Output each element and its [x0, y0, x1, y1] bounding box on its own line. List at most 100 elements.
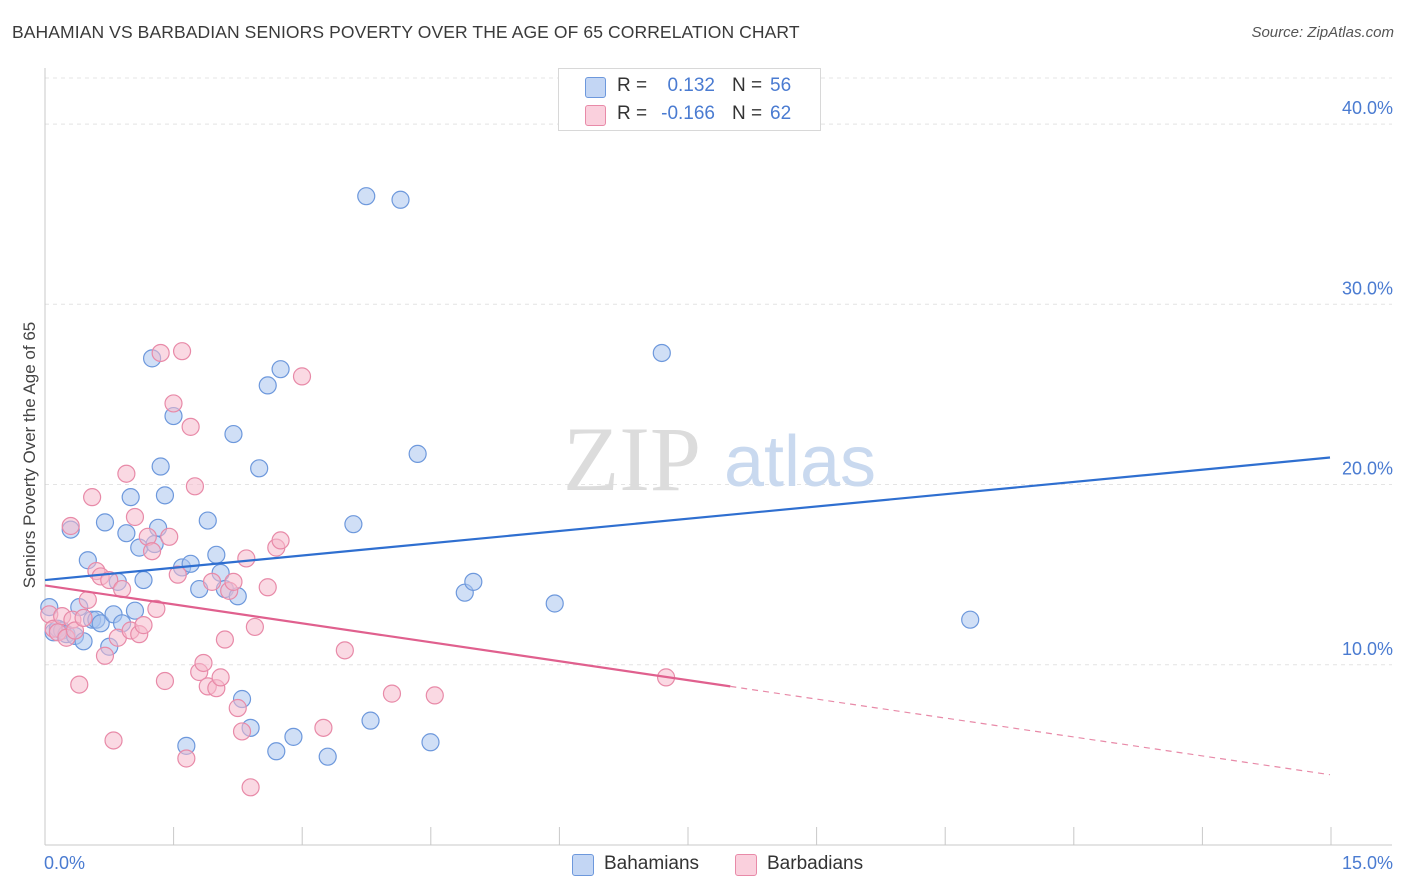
legend-row-barbadians: R = -0.166 N = 62: [559, 101, 820, 129]
point-barbadians: [134, 616, 153, 635]
legend-r-key: R =: [617, 75, 648, 96]
point-bahamians: [134, 570, 153, 590]
series-label-barbadians: Barbadians: [767, 853, 864, 874]
point-barbadians: [382, 684, 402, 703]
point-bahamians: [151, 457, 170, 476]
legend-r-key: R =: [617, 103, 648, 124]
series-legend: Bahamians Barbadians: [0, 852, 1406, 878]
point-bahamians: [258, 376, 277, 395]
point-barbadians: [125, 507, 145, 527]
point-barbadians: [237, 549, 256, 568]
trend-line-barbadians: [44, 584, 731, 688]
point-barbadians: [181, 417, 200, 436]
point-bahamians: [464, 572, 483, 591]
point-bahamians: [121, 488, 140, 507]
point-barbadians: [151, 343, 170, 363]
watermark: ZIP atlas: [563, 408, 876, 510]
point-barbadians: [147, 599, 166, 618]
point-barbadians: [117, 464, 136, 483]
point-bahamians: [95, 513, 115, 532]
point-bahamians: [155, 486, 175, 505]
point-barbadians: [194, 653, 213, 673]
point-barbadians: [271, 531, 290, 550]
point-barbadians: [185, 477, 205, 496]
watermark-zip: ZIP: [563, 408, 701, 510]
point-barbadians: [292, 367, 312, 386]
legend-n-key: N =: [732, 103, 763, 124]
point-barbadians: [95, 646, 115, 665]
chart-title: BAHAMIAN VS BARBADIAN SENIORS POVERTY OV…: [12, 22, 800, 42]
legend-n-value: 56: [770, 75, 792, 96]
x-tick-label: 15.0%: [1342, 853, 1393, 873]
point-barbadians: [172, 342, 192, 361]
point-bahamians: [284, 727, 303, 746]
legend-swatch-barbadians: [585, 105, 606, 126]
point-bahamians: [961, 610, 980, 629]
point-bahamians: [421, 733, 440, 752]
point-bahamians: [357, 187, 376, 206]
point-barbadians: [155, 671, 175, 691]
point-barbadians: [104, 731, 123, 750]
point-bahamians: [207, 545, 226, 564]
y-tick-label: 10.0%: [1342, 639, 1393, 659]
legend-row-bahamians: R = 0.132 N = 56: [559, 73, 820, 101]
point-barbadians: [245, 617, 264, 637]
point-bahamians: [344, 515, 363, 534]
point-barbadians: [83, 488, 102, 507]
point-bahamians: [391, 190, 410, 209]
y-tick-label: 20.0%: [1342, 459, 1393, 479]
point-barbadians: [211, 668, 230, 687]
series-swatch-bahamians: [572, 854, 594, 876]
point-barbadians: [232, 722, 252, 741]
point-barbadians: [258, 578, 277, 597]
legend-swatch-bahamians: [585, 77, 606, 98]
point-bahamians: [652, 343, 671, 363]
tick-labels: 10.0% 20.0% 30.0% 40.0% 0.0% 15.0%: [44, 98, 1393, 873]
point-barbadians: [65, 621, 85, 640]
point-barbadians: [228, 698, 247, 718]
point-barbadians: [100, 570, 119, 590]
point-bahamians: [224, 424, 243, 444]
trend-line-bahamians: [44, 456, 1331, 582]
data-points: [40, 187, 980, 797]
legend-n-key: N =: [732, 75, 763, 96]
point-barbadians: [335, 641, 354, 660]
legend-r-value: -0.166: [661, 103, 715, 124]
point-bahamians: [361, 711, 380, 730]
point-barbadians: [160, 527, 179, 546]
point-barbadians: [215, 630, 234, 649]
point-barbadians: [202, 572, 222, 591]
correlation-legend: R = 0.132 N = 56 R = -0.166 N = 62: [558, 68, 821, 131]
gridlines: [45, 77, 1392, 666]
series-swatch-barbadians: [735, 854, 757, 876]
point-bahamians: [250, 459, 269, 478]
legend-r-value: 0.132: [667, 75, 715, 96]
point-barbadians: [74, 608, 93, 628]
point-bahamians: [267, 742, 286, 761]
point-barbadians: [164, 394, 183, 413]
trend-lines: [44, 456, 1331, 776]
series-label-bahamians: Bahamians: [604, 853, 700, 874]
point-bahamians: [198, 511, 217, 530]
point-barbadians: [314, 718, 333, 737]
point-barbadians: [177, 749, 196, 768]
point-bahamians: [181, 554, 200, 573]
point-barbadians: [142, 542, 162, 561]
point-bahamians: [271, 360, 290, 379]
point-bahamians: [318, 747, 337, 766]
point-barbadians: [70, 675, 89, 694]
watermark-atlas: atlas: [724, 422, 876, 502]
source-label: Source: ZipAtlas.com: [1251, 24, 1394, 41]
point-barbadians: [224, 572, 243, 591]
point-bahamians: [91, 614, 110, 633]
point-barbadians: [78, 590, 97, 609]
axes: [44, 68, 1392, 846]
point-bahamians: [117, 524, 136, 543]
y-tick-label: 30.0%: [1342, 278, 1393, 298]
trend-line-extension-barbadians: [730, 685, 1331, 776]
legend-n-value: 62: [770, 103, 792, 124]
point-bahamians: [408, 444, 427, 463]
point-bahamians: [125, 601, 145, 620]
y-tick-label: 40.0%: [1342, 98, 1393, 118]
